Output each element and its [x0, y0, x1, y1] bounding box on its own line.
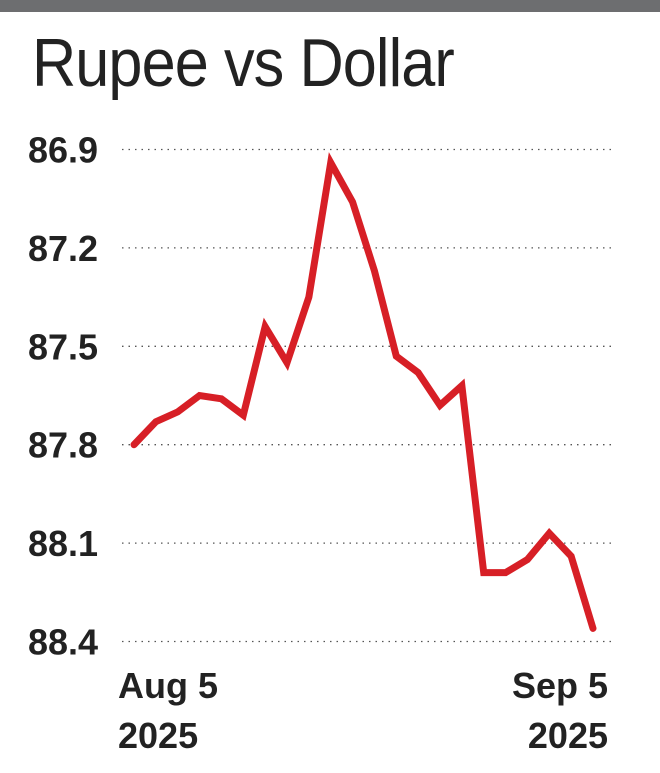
series-line [130, 152, 597, 632]
x-start-label-line2: 2025 [118, 715, 198, 756]
x-start-label-line1: Aug 5 [118, 665, 218, 706]
y-tick-label: 88.4 [28, 622, 98, 663]
y-tick-label: 87.8 [28, 425, 98, 466]
y-tick-label: 87.2 [28, 228, 98, 269]
y-tick-label: 88.1 [28, 523, 98, 564]
x-end-label-line2: 2025 [528, 715, 608, 756]
top-bar [0, 0, 660, 12]
y-tick-label: 86.9 [28, 130, 98, 171]
y-tick-label: 87.5 [28, 326, 98, 367]
chart-title: Rupee vs Dollar [32, 25, 455, 101]
x-end-label-line1: Sep 5 [512, 665, 608, 706]
